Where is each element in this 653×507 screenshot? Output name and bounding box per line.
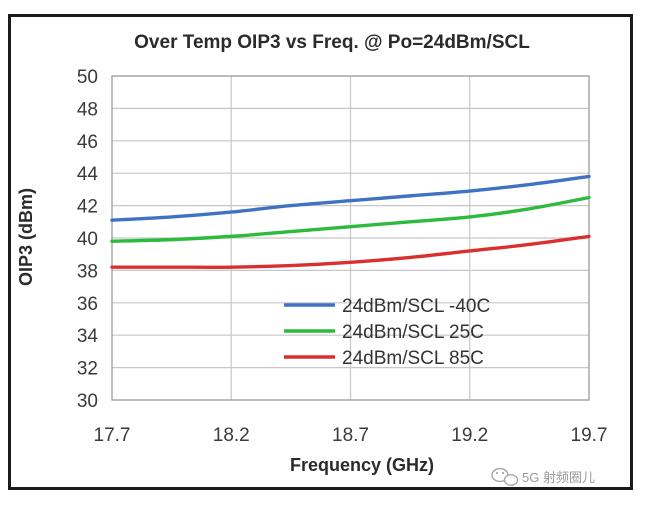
y-tick-label: 40 [77, 229, 98, 250]
wechat-icon [491, 467, 519, 486]
y-tick-label: 38 [77, 261, 98, 282]
x-tick-label: 18.7 [332, 425, 369, 446]
y-tick-label: 48 [77, 99, 98, 120]
series-line-1 [110, 195, 591, 243]
y-tick-label: 46 [77, 132, 98, 153]
y-tick-label: 34 [77, 326, 99, 347]
y-tick-label: 32 [77, 359, 98, 380]
x-axis-label: Frequency (GHz) [290, 455, 434, 475]
watermark-text: 5G 射频圈儿 [522, 470, 595, 485]
x-tick-label: 19.7 [571, 425, 608, 446]
series-line-0 [110, 174, 591, 222]
y-axis-ticks: 30 32 34 36 38 40 42 44 46 48 50 [77, 67, 99, 412]
y-tick-label: 44 [77, 164, 99, 185]
x-tick-label: 18.2 [213, 425, 250, 446]
legend-label-2: 24dBm/SCL 85C [342, 348, 484, 369]
series-layer [110, 174, 591, 269]
legend-label-1: 24dBm/SCL 25C [342, 322, 484, 343]
y-tick-label: 42 [77, 197, 98, 218]
y-tick-label: 50 [77, 67, 98, 88]
y-tick-label: 36 [77, 294, 98, 315]
y-axis-label: OIP3 (dBm) [16, 188, 36, 286]
chart-title: Over Temp OIP3 vs Freq. @ Po=24dBm/SCL [134, 32, 530, 53]
watermark: 5G 射频圈儿 [491, 467, 595, 486]
x-tick-label: 17.7 [94, 425, 131, 446]
series-line-2 [110, 234, 591, 269]
y-tick-label: 30 [77, 391, 98, 412]
x-axis-ticks: 17.7 18.2 18.7 19.2 19.7 [94, 425, 608, 446]
x-tick-label: 19.2 [451, 425, 488, 446]
legend: 24dBm/SCL -40C 24dBm/SCL 25C 24dBm/SCL 85C [284, 296, 490, 369]
legend-label-0: 24dBm/SCL -40C [342, 296, 490, 317]
